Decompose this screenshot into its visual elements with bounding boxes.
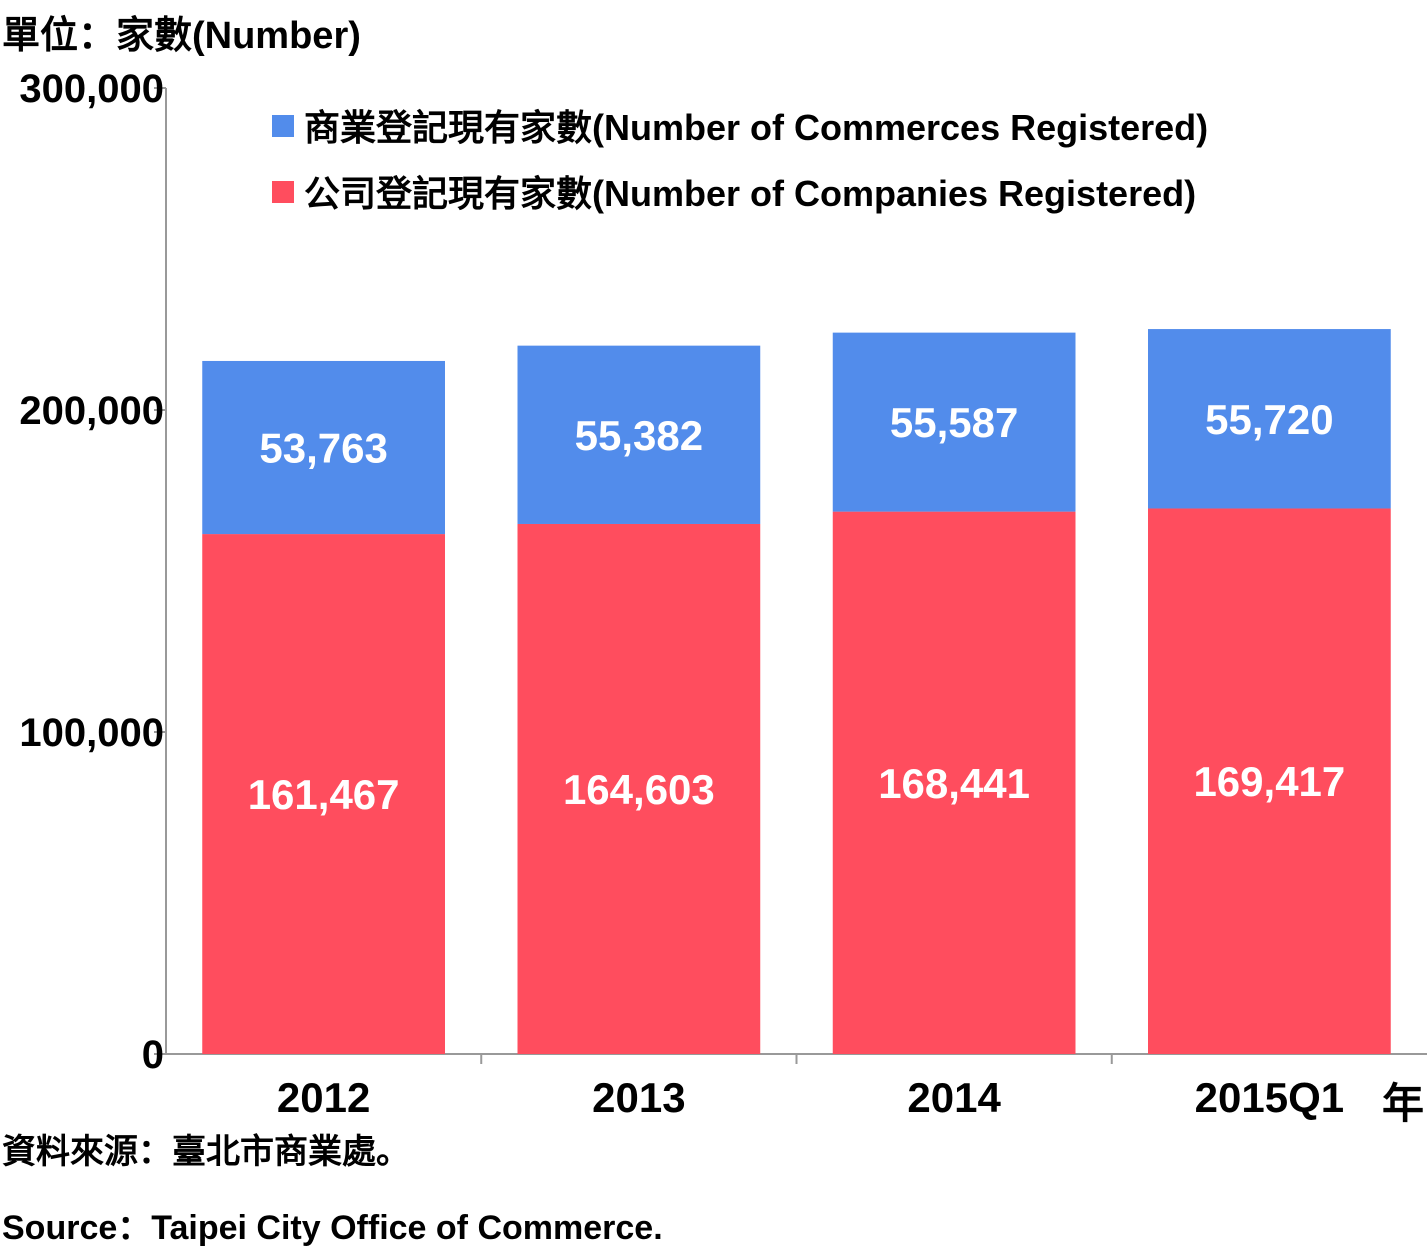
y-tick-label: 100,000: [19, 711, 164, 755]
bar-company: [832, 511, 1076, 1054]
x-tick-label: 2013: [592, 1074, 685, 1121]
data-label-commerce: 55,587: [890, 399, 1018, 446]
data-label-commerce: 55,382: [575, 412, 703, 459]
bars: 161,467 53,763 164,603 55,382 168,441 55,587 1…: [202, 329, 1391, 1054]
legend-swatch-commerce: [272, 115, 294, 137]
legend-swatch-company: [272, 181, 294, 203]
legend: 商業登記現有家數(Number of Commerces Registered)…: [272, 107, 1208, 214]
legend-label-commerce: 商業登記現有家數(Number of Commerces Registered): [304, 107, 1208, 148]
x-tick-label: 2014: [907, 1074, 1001, 1121]
y-axis: 0 100,000 200,000 300,000: [19, 67, 167, 1077]
data-label-company: 168,441: [878, 760, 1030, 807]
bar-commerce: [1148, 329, 1391, 509]
bar-commerce: [517, 345, 761, 524]
x-tick-label: 2012: [277, 1074, 370, 1121]
data-label-company: 169,417: [1193, 758, 1345, 805]
unit-label: 單位：家數(Number): [2, 15, 361, 57]
bar-commerce: [202, 360, 445, 535]
legend-label-company: 公司登記現有家數(Number of Companies Registered): [304, 173, 1196, 214]
y-tick-label: 200,000: [19, 389, 164, 433]
x-axis: 2012 2013 2014 2015Q1: [166, 1053, 1427, 1121]
bar-company: [517, 523, 761, 1054]
data-label-company: 164,603: [563, 766, 715, 813]
source-note-zh: 資料來源：臺北市商業處。: [2, 1133, 410, 1171]
y-tick-label: 0: [142, 1033, 164, 1077]
y-tick-label: 300,000: [19, 67, 164, 111]
bar-company: [202, 534, 445, 1054]
bar-company: [1148, 508, 1391, 1054]
x-axis-unit-suffix: 年: [1382, 1080, 1425, 1127]
bar-commerce: [832, 332, 1076, 512]
source-note-en: Source：Taipei City Office of Commerce.: [2, 1209, 663, 1247]
x-tick-label: 2015Q1: [1195, 1074, 1344, 1121]
data-label-commerce: 53,763: [259, 425, 387, 472]
data-label-commerce: 55,720: [1205, 396, 1333, 443]
data-label-company: 161,467: [248, 771, 400, 818]
